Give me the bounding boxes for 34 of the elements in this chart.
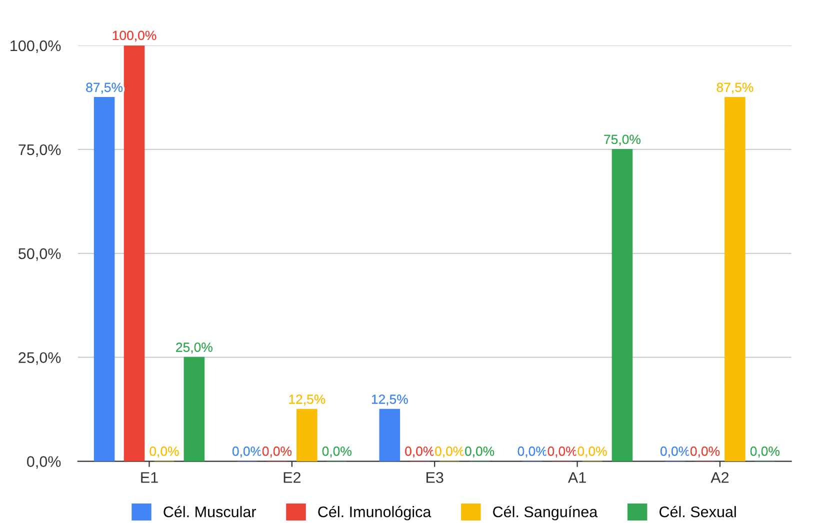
legend-label: Cél. Sanguínea [493,506,598,520]
data-label: 87,5% [716,82,754,94]
data-label: 0,0% [322,446,352,458]
data-label: 0,0% [518,446,547,458]
x-tick-label: E3 [426,472,444,483]
data-label: 0,0% [465,446,494,458]
data-label: 100,0% [112,30,156,42]
data-label: 0,0% [262,446,292,458]
data-label: 0,0% [232,446,262,458]
data-label: 0,0% [435,446,464,458]
legend-label: Cél. Sexual [660,506,736,518]
legend-label: Cél. Imunológica [318,506,432,520]
data-label: 0,0% [750,446,780,458]
y-tick-label: 25,0% [18,352,61,365]
data-label: 12,5% [289,394,326,406]
data-label: 87,5% [86,82,123,94]
data-label: 0,0% [578,446,607,458]
data-label: 25,0% [176,342,212,354]
data-label: 0,0% [405,446,434,458]
y-tick-label: 100,0% [10,40,61,53]
y-tick-label: 75,0% [18,144,61,157]
data-label: 0,0% [548,446,577,458]
data-label: 0,0% [660,446,690,458]
y-tick-label: 50,0% [18,248,61,261]
data-label: 0,0% [690,446,720,458]
data-label: 75,0% [604,134,640,146]
y-tick-label: 0,0% [27,456,61,469]
x-tick-label: A1 [568,472,586,483]
data-label: 0,0% [150,446,179,458]
x-tick-label: E2 [284,472,300,483]
x-tick-label: A2 [710,472,729,483]
data-label: 12,5% [372,394,408,406]
legend-label: Cél. Muscular [164,506,256,518]
x-tick-label: E1 [141,472,158,483]
